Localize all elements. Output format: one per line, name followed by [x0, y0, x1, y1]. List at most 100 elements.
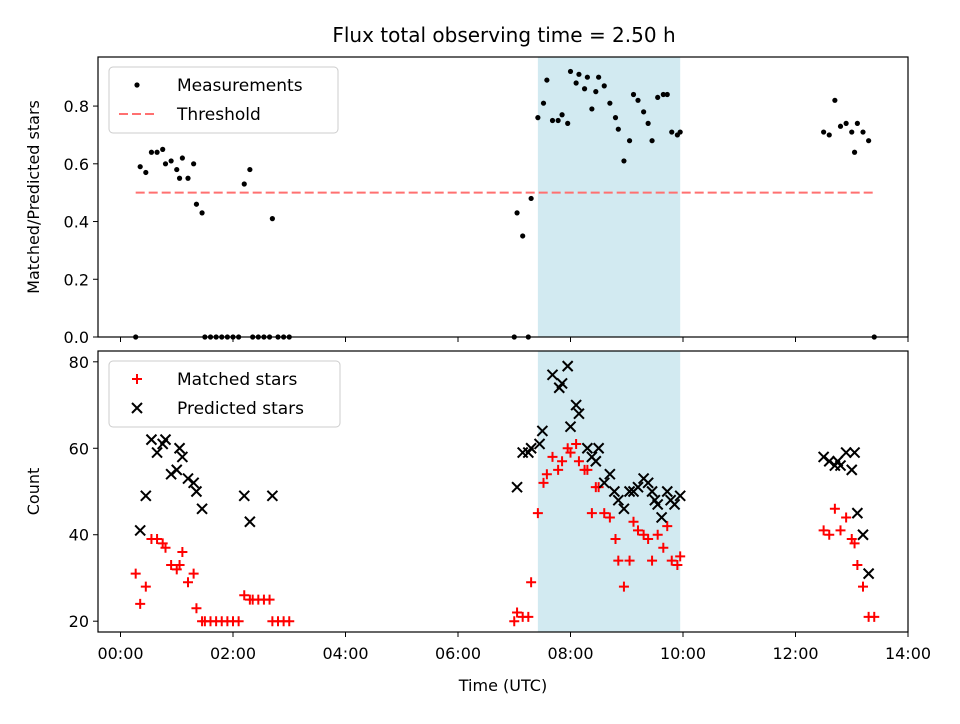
- legend: Measurements Threshold: [108, 66, 339, 134]
- predicted-star-point: [145, 433, 158, 446]
- measurement-point: [162, 161, 169, 167]
- predicted-star-point: [846, 464, 858, 476]
- legend-label: Matched stars: [177, 370, 297, 390]
- measurement-point: [626, 138, 633, 144]
- matched-star-point: [166, 559, 177, 570]
- predicted-star-point: [173, 442, 186, 454]
- measurement-point: [241, 181, 247, 187]
- measurement-point: [199, 210, 205, 216]
- predicted-star-point: [840, 446, 852, 459]
- matched-star-point: [624, 555, 635, 566]
- matched-star-point: [174, 559, 185, 570]
- measurement-point: [664, 91, 670, 98]
- y-axis-label: Matched/Predicted stars: [24, 100, 43, 294]
- measurement-point: [137, 164, 143, 170]
- matched-star-point: [284, 616, 295, 627]
- predicted-star-point: [511, 481, 523, 493]
- matched-star-point: [565, 447, 576, 458]
- matched-star-point: [509, 616, 520, 627]
- x-tick-label: 06:00: [435, 644, 481, 663]
- predicted-star-point: [862, 567, 875, 580]
- matched-star-point: [532, 508, 543, 519]
- measurement-point: [520, 233, 526, 239]
- measurement-point: [584, 74, 590, 80]
- predicted-star-point: [857, 529, 869, 541]
- x-tick-label: 04:00: [322, 644, 368, 663]
- measurement-point: [581, 86, 588, 92]
- predicted-star-point: [661, 485, 673, 498]
- matched-star-point: [135, 598, 146, 609]
- predicted-star-point: [642, 477, 654, 489]
- matched-star-point: [662, 521, 673, 532]
- predicted-star-point: [176, 451, 189, 463]
- y-tick-label: 0.4: [64, 213, 89, 232]
- measurement-point: [247, 166, 253, 173]
- predicted-star-point: [573, 407, 585, 420]
- measurement-point: [669, 129, 675, 135]
- measurement-point: [191, 161, 197, 167]
- matched-star-point: [613, 555, 624, 566]
- measurement-point: [615, 126, 621, 132]
- measurement-point: [837, 123, 844, 129]
- matched-star-point: [523, 611, 534, 622]
- predicted-star-point: [651, 498, 664, 511]
- matched-star-point: [177, 547, 188, 558]
- matched-star-point: [160, 542, 171, 553]
- predicted-star-point: [674, 490, 686, 502]
- predicted-star-point: [592, 442, 605, 454]
- predicted-star-point: [564, 420, 577, 433]
- y-axis-label: Count: [24, 468, 43, 516]
- matched-star-point: [829, 503, 840, 514]
- matched-star-point: [526, 577, 537, 588]
- y-tick-label: 20: [69, 612, 89, 631]
- x-tick-label: 12:00: [772, 644, 818, 663]
- predicted-star-point: [632, 481, 644, 493]
- measurement-point: [160, 146, 166, 152]
- predicted-star-point: [238, 490, 250, 502]
- axes-frame: [97, 350, 909, 633]
- measurement-point: [540, 100, 547, 106]
- measurement-point: [860, 129, 866, 135]
- matched-star-point: [586, 508, 597, 519]
- y-tick-label: 40: [69, 526, 89, 545]
- measurement-point: [174, 166, 180, 173]
- predicted-star-point: [570, 399, 582, 411]
- predicted-star-point: [171, 464, 183, 476]
- matched-star-point: [538, 477, 549, 488]
- measurement-point: [565, 120, 571, 126]
- predicted-star-point: [590, 455, 602, 467]
- legend-label: Threshold: [176, 105, 261, 125]
- matched-star-point: [152, 534, 163, 545]
- predicted-star-point: [851, 507, 864, 519]
- measurement-point: [567, 68, 574, 75]
- measurement-point: [193, 201, 200, 207]
- predicted-star-point: [581, 442, 594, 454]
- matched-star-point: [557, 456, 568, 467]
- matched-star-point: [835, 525, 846, 536]
- predicted-star-point: [668, 498, 681, 511]
- x-axis-label: Time (UTC): [458, 676, 547, 695]
- measurement-point: [176, 175, 183, 181]
- measurement-point: [596, 74, 602, 80]
- measurement-point: [544, 77, 550, 83]
- highlight-span: [537, 351, 681, 632]
- y-tick-label: 60: [69, 439, 89, 458]
- matched-star-point: [582, 464, 593, 475]
- predicted-star-point: [646, 485, 658, 498]
- matched-star-point: [841, 512, 852, 523]
- matched-star-point: [628, 516, 639, 527]
- legend-label: Predicted stars: [177, 399, 304, 419]
- matched-star-point: [824, 529, 835, 540]
- matched-star-point: [571, 438, 582, 449]
- measurement-point: [630, 91, 637, 98]
- y-tick-label: 0.6: [64, 155, 89, 174]
- measurement-point: [148, 149, 155, 155]
- matched-star-point: [869, 611, 880, 622]
- legend-measurement-swatch: [134, 82, 140, 88]
- measurement-point: [854, 120, 860, 126]
- x-tick-label: 02:00: [210, 644, 256, 663]
- measurement-point: [641, 109, 647, 115]
- measurement-point: [635, 97, 641, 103]
- matched-star-point: [573, 456, 584, 467]
